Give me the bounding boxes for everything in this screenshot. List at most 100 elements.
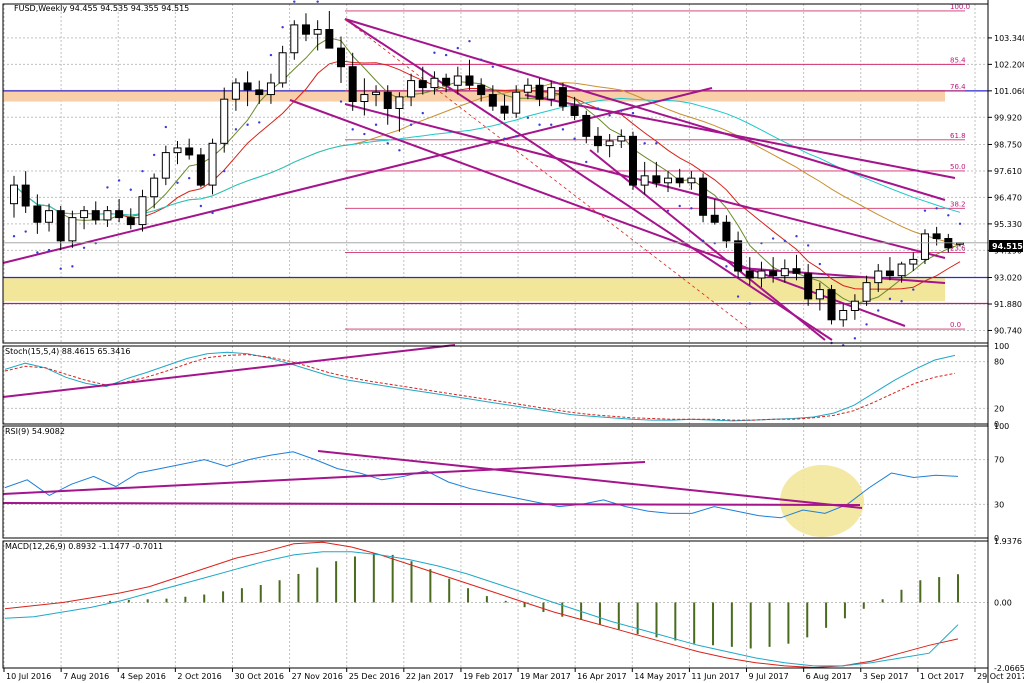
candle-body — [21, 184, 30, 207]
x-tick-label: 6 Aug 2017 — [806, 672, 852, 681]
candle-body — [687, 177, 696, 184]
candle-body — [909, 258, 918, 265]
y-tick-label: 99.920 — [994, 113, 1022, 122]
sar-dot — [923, 209, 927, 212]
trend-line — [524, 94, 956, 179]
sar-dot — [561, 128, 565, 131]
candle-body — [500, 105, 509, 114]
stochastic-pane — [2, 344, 956, 422]
trend-line — [589, 149, 826, 341]
fibonacci-label: 38.2 — [950, 200, 966, 208]
candle-body — [512, 91, 521, 114]
macd-main-line — [4, 541, 959, 669]
candle-body — [605, 140, 614, 147]
chart-title: FUSD,Weekly 94.455 94.535 94.355 94.515 — [14, 4, 189, 13]
sar-dot — [281, 26, 284, 29]
candle-body — [850, 300, 859, 311]
candle-body — [103, 210, 112, 221]
stoch-trend-line — [2, 344, 456, 398]
sar-dot — [690, 207, 693, 210]
sar-dot — [701, 239, 705, 243]
x-tick-label: 14 May 2017 — [634, 672, 686, 681]
x-tick-label: 7 Aug 2016 — [63, 672, 109, 681]
macd-signal-line — [4, 551, 959, 667]
sar-dot — [351, 128, 354, 131]
sar-dot — [573, 137, 576, 140]
sar-dot — [643, 142, 646, 145]
candle-body — [885, 270, 894, 277]
candle-body — [769, 270, 778, 277]
candle-body — [535, 84, 544, 100]
candle-body — [827, 289, 836, 321]
sar-dot — [538, 123, 541, 126]
candle-body — [45, 210, 54, 223]
x-tick-label: 9 Jul 2017 — [749, 672, 789, 681]
fibonacci-label: 50.0 — [950, 163, 966, 171]
sar-dot — [129, 188, 132, 191]
support-zone — [3, 277, 945, 302]
stoch-signal-line — [4, 354, 956, 421]
y-tick-label: 0 — [994, 534, 999, 543]
candle-body — [150, 177, 159, 198]
candle-body — [558, 87, 567, 107]
trend-line — [344, 18, 833, 341]
y-tick-label: 0 — [994, 420, 999, 429]
candle-body — [126, 217, 135, 226]
y-tick-label: 96.470 — [994, 193, 1022, 202]
sar-dot — [363, 132, 366, 136]
sar-dot — [374, 123, 378, 126]
sar-dot — [900, 300, 903, 303]
candle-body — [932, 233, 941, 240]
candle-body — [582, 114, 591, 137]
sar-dot — [269, 53, 273, 57]
sar-dot — [479, 58, 483, 61]
rsi-trend-line — [317, 450, 863, 509]
y-tick-label: 98.750 — [994, 140, 1022, 149]
candle-body — [523, 84, 532, 93]
candle-body — [360, 94, 369, 103]
sar-dot — [666, 209, 670, 212]
candle-body — [675, 177, 684, 184]
candle-body — [839, 309, 848, 321]
candle-body — [628, 135, 637, 186]
candle-body — [220, 98, 229, 144]
sar-dot — [888, 297, 892, 301]
price-pane: 100.0 85.4 76.4 61.8 50.0 38.2 23.6 0.0 — [2, 0, 988, 347]
sar-dot — [806, 244, 810, 247]
x-tick-label: 10 Jul 2016 — [6, 672, 51, 681]
sar-dot — [59, 267, 62, 270]
candle-body — [278, 52, 287, 84]
fibonacci-label: 0.0 — [950, 321, 961, 329]
x-tick-label: 25 Dec 2016 — [349, 672, 400, 681]
sar-dot — [293, 0, 296, 3]
x-tick-label: 1 Oct 2017 — [920, 672, 964, 681]
sar-dot — [187, 176, 191, 180]
candle-body — [91, 210, 100, 221]
sar-dot — [246, 123, 249, 126]
y-tick-label: 91.880 — [994, 300, 1022, 309]
candle-body — [734, 240, 743, 272]
candle-body — [10, 184, 18, 205]
x-tick-label: 2 Oct 2016 — [177, 672, 221, 681]
sar-dot — [865, 323, 868, 326]
sar-dot — [223, 169, 226, 173]
candle-body — [138, 196, 147, 226]
candle-body — [161, 152, 170, 179]
candle-body — [488, 94, 497, 107]
macd-title: MACD(12,26,9) 0.8932 -1.1477 -0.7011 — [5, 542, 163, 551]
candle-body — [745, 270, 754, 279]
moving-average-line — [13, 37, 961, 305]
stoch-title: Stoch(15,5,4) 88.4615 65.3416 — [5, 347, 131, 356]
support-zone — [3, 89, 945, 102]
trend-line — [2, 87, 713, 264]
candle-body — [465, 75, 474, 86]
candle-body — [430, 77, 439, 89]
x-tick-label: 11 Jun 2017 — [691, 672, 739, 681]
x-tick-label: 16 Apr 2017 — [577, 672, 626, 681]
sar-dot — [725, 265, 728, 268]
sar-dot — [386, 142, 389, 145]
sar-dot — [421, 111, 424, 115]
sar-dot — [24, 230, 27, 233]
y-tick-label: 80 — [994, 358, 1004, 367]
